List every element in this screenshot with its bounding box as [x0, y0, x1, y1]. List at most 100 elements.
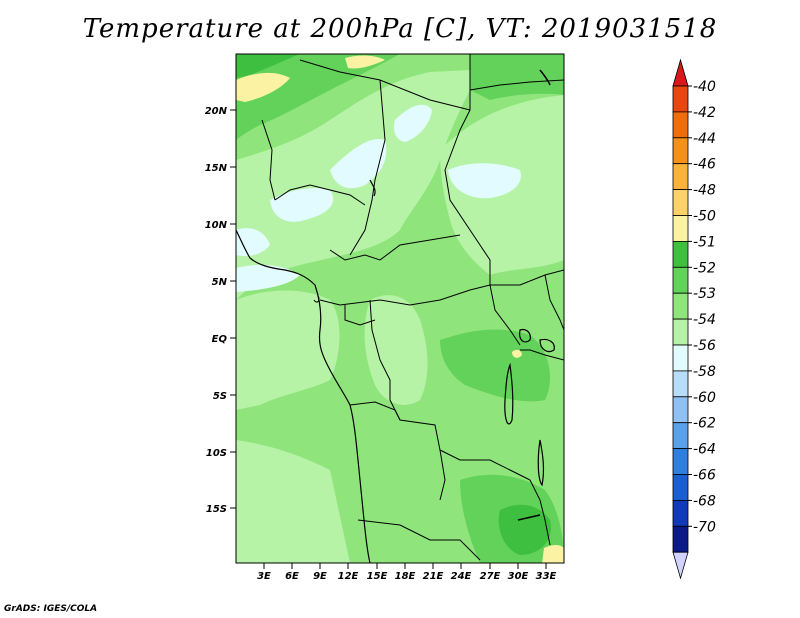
border-uganda: [489, 284, 521, 346]
field-51-southeast: [498, 504, 551, 555]
lat-label-10s: 10S: [206, 448, 227, 459]
border-angola-north: [349, 401, 401, 421]
colorbar-label: -44: [693, 131, 716, 147]
lon-label-21e: 21E: [423, 571, 444, 582]
colorbar-label: -64: [693, 442, 716, 458]
lon-label-9e: 9E: [313, 571, 327, 582]
temperature-field: [236, 54, 564, 563]
lat-label-eq: EQ: [212, 334, 228, 345]
border-libya: [299, 59, 471, 111]
field-50-northwest: [236, 72, 290, 102]
field-cool-patch-1: [270, 188, 334, 222]
lake-chad: [369, 179, 376, 197]
colorbar-cell: [672, 474, 689, 501]
colorbar-label: -50: [693, 209, 716, 225]
border-nigeria-north: [274, 184, 366, 206]
colorbar-cell: [672, 370, 689, 398]
lat-label-15s: 15S: [206, 504, 227, 515]
colorbar: -40 -42 -44 -46 -48 -50 -51 -52 -53 -54 -56 -58 -60 -…: [672, 58, 716, 580]
field-cool-patch-3: [393, 104, 432, 142]
colorbar-cell: [672, 137, 689, 165]
field-cool-patch-6: [236, 264, 300, 292]
colorbar-label: -60: [693, 390, 716, 406]
map-frame: [235, 53, 565, 564]
field-50-north: [345, 55, 385, 69]
map-title: Temperature at 200hPa [C], VT: 201903151…: [82, 14, 718, 44]
border-chad-sudan: [444, 54, 491, 285]
colorbar-cell: [672, 499, 689, 527]
lon-axis: 3E 6E 9E 12E 15E 18E 21E 24E 27E 30E 33E: [257, 563, 557, 582]
lon-label-33e: 33E: [536, 571, 557, 582]
lon-label-3e: 3E: [257, 571, 271, 582]
lake-kariba: [517, 514, 541, 521]
colorbar-label: -54: [693, 312, 716, 328]
lat-label-15n: 15N: [205, 163, 228, 174]
borders: [236, 54, 564, 563]
colorbar-cell: [672, 85, 689, 113]
colorbar-cell: [672, 318, 689, 346]
lat-label-10n: 10N: [205, 220, 228, 231]
border-mali-niger: [261, 119, 276, 201]
lon-label-15e: 15E: [367, 571, 388, 582]
lake-malawi: [537, 439, 545, 487]
colorbar-label: -56: [693, 338, 716, 354]
colorbar-top-triangle: [672, 58, 689, 87]
border-ethiopia: [544, 274, 564, 331]
colorbar-label: -42: [693, 105, 716, 121]
lon-label-12e: 12E: [338, 571, 359, 582]
credit-label: GrADS: IGES/COLA: [4, 604, 98, 614]
border-angola-south: [357, 519, 481, 561]
border-car-north: [329, 234, 461, 261]
border-egypt: [469, 79, 564, 91]
colorbar-label: -70: [693, 519, 716, 535]
colorbar-label: -46: [693, 157, 716, 173]
lat-label-20n: 20N: [205, 106, 228, 117]
colorbar-label: -68: [693, 493, 716, 509]
colorbar-cell: [672, 240, 689, 268]
lon-label-30e: 30E: [508, 571, 529, 582]
border-kenya-tanzania: [520, 349, 564, 361]
border-malawi-mozambique: [529, 479, 551, 546]
island-bioko: [313, 295, 320, 303]
lon-label-27e: 27E: [480, 571, 501, 582]
colorbar-label: -51: [693, 234, 716, 250]
field-50-lake: [512, 349, 522, 358]
field-54-congo: [364, 295, 428, 405]
lon-label-18e: 18E: [395, 571, 416, 582]
border-niger-chad: [349, 79, 386, 256]
lake-tanganyika: [504, 362, 514, 425]
colorbar-cell: [672, 215, 689, 242]
field-52-northeast: [470, 54, 564, 100]
field-54-southwest: [236, 440, 350, 563]
lat-label-5n: 5N: [212, 277, 228, 288]
colorbar-cell: [672, 292, 689, 320]
colorbar-cell: [672, 448, 689, 475]
field-cool-patch-4: [448, 163, 521, 199]
colorbar-label: -58: [693, 364, 716, 380]
colorbar-label: -52: [693, 260, 716, 276]
colorbar-cell: [672, 525, 689, 553]
field-51-northwest: [236, 54, 300, 78]
lat-label-5s: 5S: [213, 391, 227, 402]
border-gabon: [344, 305, 376, 326]
lon-label-6e: 6E: [285, 571, 299, 582]
colorbar-cell: [672, 189, 689, 216]
lake-victoria: [519, 328, 531, 343]
colorbar-label: -40: [693, 79, 716, 95]
field-52-eastafrica: [440, 329, 550, 402]
field-cool-patch-2: [330, 139, 387, 189]
colorbar-cell: [672, 422, 689, 450]
colorbar-cell: [672, 266, 689, 294]
colorbar-label: -53: [693, 286, 716, 302]
border-zambia: [439, 449, 531, 481]
colorbar-cell: [672, 111, 689, 139]
lat-axis: 20N 15N 10N 5N EQ 5S 10S 15S: [205, 106, 236, 515]
colorbar-label: -48: [693, 183, 716, 199]
colorbar-cell: [672, 163, 689, 190]
atlantic-coastline: [236, 229, 371, 563]
colorbar-label: -66: [693, 468, 716, 484]
border-car-south: [319, 269, 564, 306]
nile-delta: [539, 69, 551, 86]
colorbar-bottom-triangle: [672, 551, 689, 580]
